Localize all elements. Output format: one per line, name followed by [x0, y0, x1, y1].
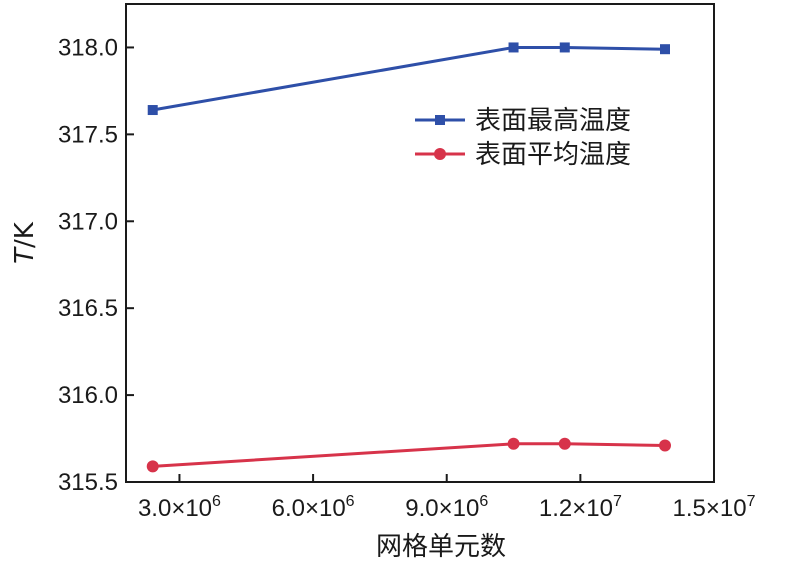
legend-item: 表面最高温度 [415, 106, 631, 136]
series-max-temperature [147, 42, 670, 116]
x-tick-label: 3.0×106 [138, 493, 221, 522]
y-tick-label: 317.0 [58, 208, 118, 235]
y-axis-title: T/K [10, 221, 40, 264]
y-axis-title-unit: /K [10, 221, 40, 248]
data-point [660, 44, 670, 55]
data-point [146, 460, 159, 473]
x-tick-label: 1.5×107 [673, 493, 756, 522]
plot-border [125, 3, 715, 483]
series-avg-temperature [146, 437, 671, 473]
y-tick-label: 318.0 [58, 34, 118, 61]
legend-item: 表面平均温度 [415, 140, 631, 170]
legend-label: 表面最高温度 [475, 106, 631, 136]
x-tick-label: 1.2×107 [539, 493, 622, 522]
data-point [147, 105, 158, 116]
x-tick-label: 9.0×106 [405, 493, 488, 522]
data-point [659, 439, 671, 452]
series-line [152, 46, 666, 112]
legend-marker [434, 148, 446, 160]
data-point [559, 42, 570, 53]
x-axis-title: 网格单元数 [376, 532, 506, 562]
data-point [507, 437, 520, 450]
y-axis-title-symbol: T [10, 246, 40, 264]
y-tick-label: 317.5 [58, 121, 118, 148]
y-tick-label: 316.5 [58, 295, 118, 322]
x-tick-label: 6.0×106 [272, 493, 355, 522]
y-tick-label: 316.0 [58, 382, 118, 409]
legend-marker [435, 115, 445, 125]
y-axis: 315.5 316.0 316.5 317.0 317.5 318.0 [58, 34, 134, 496]
series-layer [146, 42, 671, 473]
data-point [508, 42, 519, 53]
series-line [152, 442, 666, 468]
plot-frame [125, 3, 715, 483]
data-point [558, 437, 571, 450]
y-tick-label: 315.5 [58, 469, 118, 496]
x-axis: 3.0×106 6.0×106 9.0×106 1.2×107 1.5×107 [138, 474, 756, 522]
legend-label: 表面平均温度 [475, 140, 631, 170]
